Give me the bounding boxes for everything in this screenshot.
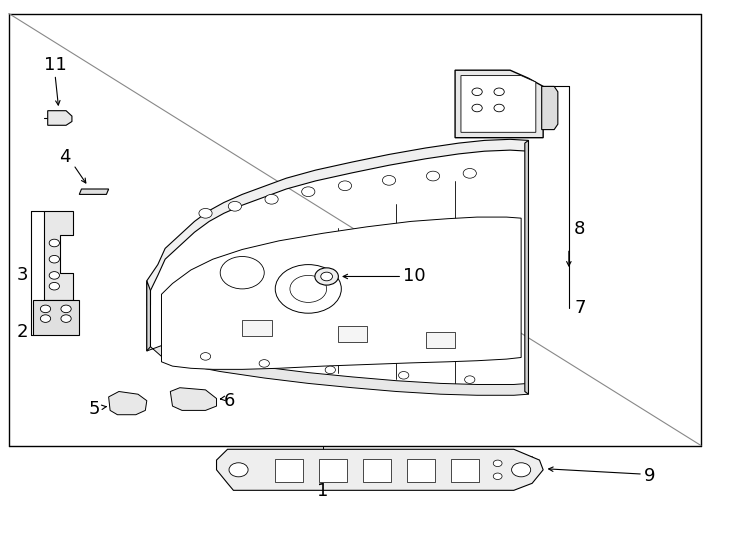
Circle shape [229, 463, 248, 477]
Circle shape [493, 460, 502, 467]
Circle shape [463, 168, 476, 178]
Polygon shape [217, 449, 543, 490]
Text: 9: 9 [644, 467, 655, 485]
Circle shape [199, 208, 212, 218]
Circle shape [49, 239, 59, 247]
Polygon shape [338, 326, 367, 342]
Polygon shape [426, 332, 455, 348]
Circle shape [290, 275, 327, 302]
Text: 8: 8 [574, 220, 586, 239]
Circle shape [61, 315, 71, 322]
Polygon shape [451, 459, 479, 482]
Polygon shape [407, 459, 435, 482]
Circle shape [40, 305, 51, 313]
Text: 6: 6 [223, 392, 235, 410]
Circle shape [49, 282, 59, 290]
Circle shape [493, 473, 502, 480]
Polygon shape [363, 459, 391, 482]
Circle shape [61, 305, 71, 313]
Circle shape [321, 272, 333, 281]
Circle shape [275, 265, 341, 313]
Text: 3: 3 [16, 266, 28, 285]
Circle shape [399, 372, 409, 379]
Polygon shape [161, 217, 521, 369]
Polygon shape [275, 459, 303, 482]
Circle shape [426, 171, 440, 181]
Polygon shape [147, 139, 528, 305]
Circle shape [472, 88, 482, 96]
Circle shape [512, 463, 531, 477]
Polygon shape [109, 392, 147, 415]
Polygon shape [242, 320, 272, 336]
Polygon shape [147, 305, 528, 395]
Polygon shape [455, 70, 543, 138]
Circle shape [200, 353, 211, 360]
Circle shape [494, 88, 504, 96]
Text: 4: 4 [59, 147, 70, 166]
Polygon shape [525, 140, 528, 394]
Polygon shape [48, 111, 72, 125]
Circle shape [382, 176, 396, 185]
Circle shape [228, 201, 241, 211]
Text: 5: 5 [88, 400, 100, 418]
Polygon shape [461, 76, 536, 132]
Circle shape [338, 181, 352, 191]
Text: 2: 2 [16, 323, 28, 341]
Polygon shape [170, 388, 217, 410]
Circle shape [325, 366, 335, 374]
Circle shape [302, 187, 315, 197]
Circle shape [315, 268, 338, 285]
Circle shape [465, 376, 475, 383]
Circle shape [49, 272, 59, 279]
Text: 7: 7 [574, 299, 586, 317]
Circle shape [259, 360, 269, 367]
Polygon shape [319, 459, 347, 482]
Text: 11: 11 [44, 56, 66, 74]
Circle shape [472, 104, 482, 112]
Circle shape [220, 256, 264, 289]
Polygon shape [44, 211, 73, 300]
Text: 10: 10 [404, 267, 426, 286]
Polygon shape [79, 189, 109, 194]
Polygon shape [147, 281, 150, 351]
Polygon shape [33, 300, 79, 335]
Text: 1: 1 [317, 482, 329, 501]
Circle shape [265, 194, 278, 204]
Polygon shape [542, 86, 558, 130]
Circle shape [49, 255, 59, 263]
Circle shape [40, 315, 51, 322]
Circle shape [494, 104, 504, 112]
